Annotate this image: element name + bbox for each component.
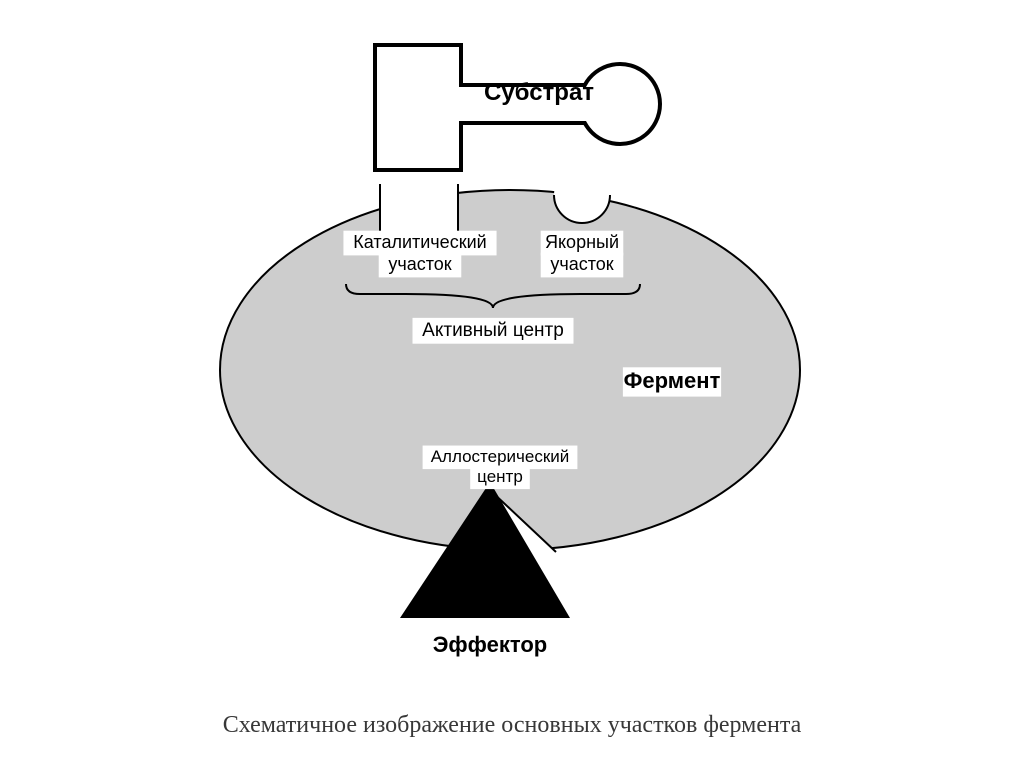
label-active: Активный центр — [422, 320, 564, 341]
label-allo_2: центр — [477, 467, 523, 486]
label-anchor_2: участок — [550, 254, 613, 274]
label-enzyme: Фермент — [624, 368, 721, 393]
caption: Схематичное изображение основных участко… — [0, 712, 1024, 739]
substrate-shape — [375, 45, 660, 170]
label-catalytic_1: Каталитический — [353, 232, 486, 252]
label-allo_1: Аллостерический — [431, 447, 570, 466]
label-catalytic_2: участок — [388, 254, 451, 274]
label-anchor_1: Якорный — [545, 232, 619, 252]
enzyme-diagram: СубстратКаталитическийучастокЯкорныйучас… — [0, 0, 1024, 768]
diagram-container: СубстратКаталитическийучастокЯкорныйучас… — [0, 0, 1024, 768]
label-substrate: Субстрат — [484, 79, 594, 106]
label-effector: Эффектор — [433, 632, 547, 657]
caption-text: Схематичное изображение основных участко… — [223, 712, 802, 738]
